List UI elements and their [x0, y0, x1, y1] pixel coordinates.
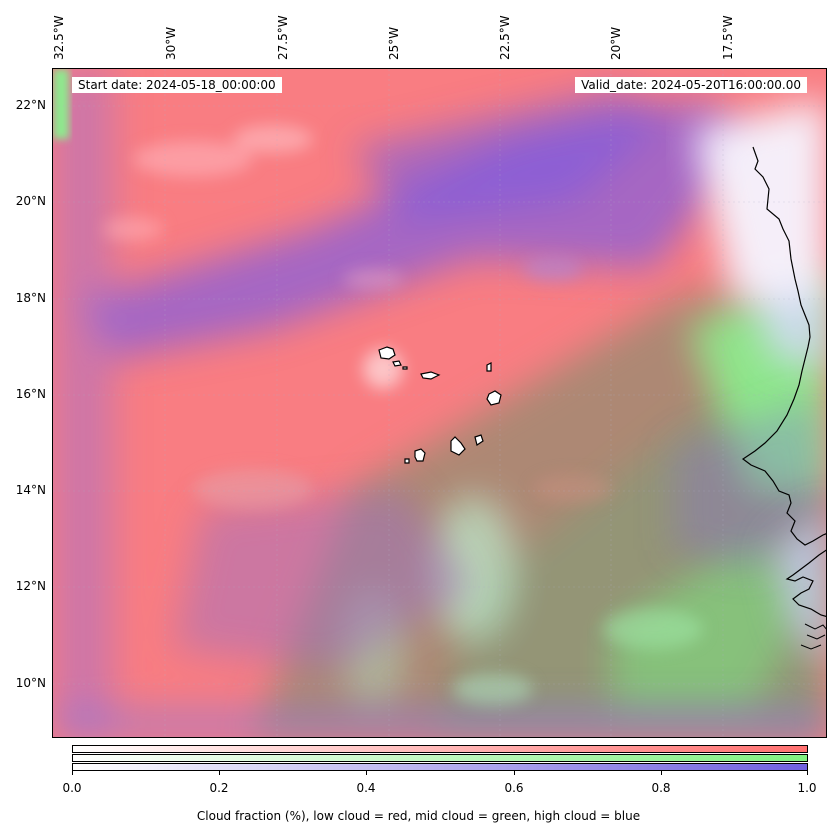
colorbar-tick-3: 0.6 — [504, 781, 524, 795]
lat-label-22n: 22°N — [15, 98, 46, 112]
lon-label-30w: 30°W — [164, 26, 178, 60]
lat-label-20n: 20°N — [15, 194, 46, 208]
lon-label-32-5w: 32.5°W — [52, 15, 66, 60]
lat-label-18n: 18°N — [15, 291, 46, 305]
colorbar-tick-2: 0.4 — [356, 781, 376, 795]
lon-label-27-5w: 27.5°W — [276, 15, 290, 60]
africa-coastline-south — [785, 549, 826, 618]
colorbar-tickmark-2 — [366, 771, 367, 775]
africa-coastline — [741, 146, 826, 546]
colorbar — [72, 745, 808, 771]
colorbar-tickmark-4 — [661, 771, 662, 775]
lon-label-22-5w: 22.5°W — [498, 15, 512, 60]
colorbar-title: Cloud fraction (%), low cloud = red, mid… — [196, 809, 641, 823]
cloud-fraction-map — [52, 68, 827, 738]
cloud-texture — [103, 125, 703, 705]
colorbar-high-cloud — [72, 763, 808, 771]
graticule — [53, 69, 826, 737]
start-date-label: Start date: 2024-05-18_00:00:00 — [72, 77, 282, 93]
colorbar-tickmark-1 — [219, 771, 220, 775]
lat-label-16n: 16°N — [15, 387, 46, 401]
colorbar-tick-5: 1.0 — [797, 781, 817, 795]
high-cloud-layer — [53, 69, 826, 737]
colorbar-mid-cloud — [72, 754, 808, 762]
lon-label-20w: 20°W — [609, 26, 623, 60]
colorbar-tick-0: 0.0 — [62, 781, 82, 795]
colorbar-tickmark-3 — [514, 771, 515, 775]
colorbar-tickmark-5 — [807, 771, 808, 775]
lon-label-17-5w: 17.5°W — [721, 15, 735, 60]
africa-islands — [800, 623, 826, 650]
lon-label-25w: 25°W — [387, 26, 401, 60]
cape-verde-islands — [378, 346, 502, 464]
colorbar-tick-1: 0.2 — [209, 781, 229, 795]
lat-label-12n: 12°N — [15, 579, 46, 593]
lat-label-10n: 10°N — [15, 676, 46, 690]
colorbar-tickmark-0 — [72, 771, 73, 775]
colorbar-low-cloud — [72, 745, 808, 753]
lat-label-14n: 14°N — [15, 483, 46, 497]
valid-date-label: Valid_date: 2024-05-20T16:00:00.00 — [575, 77, 807, 93]
colorbar-tick-4: 0.8 — [651, 781, 671, 795]
green-corner-patch — [53, 69, 69, 139]
